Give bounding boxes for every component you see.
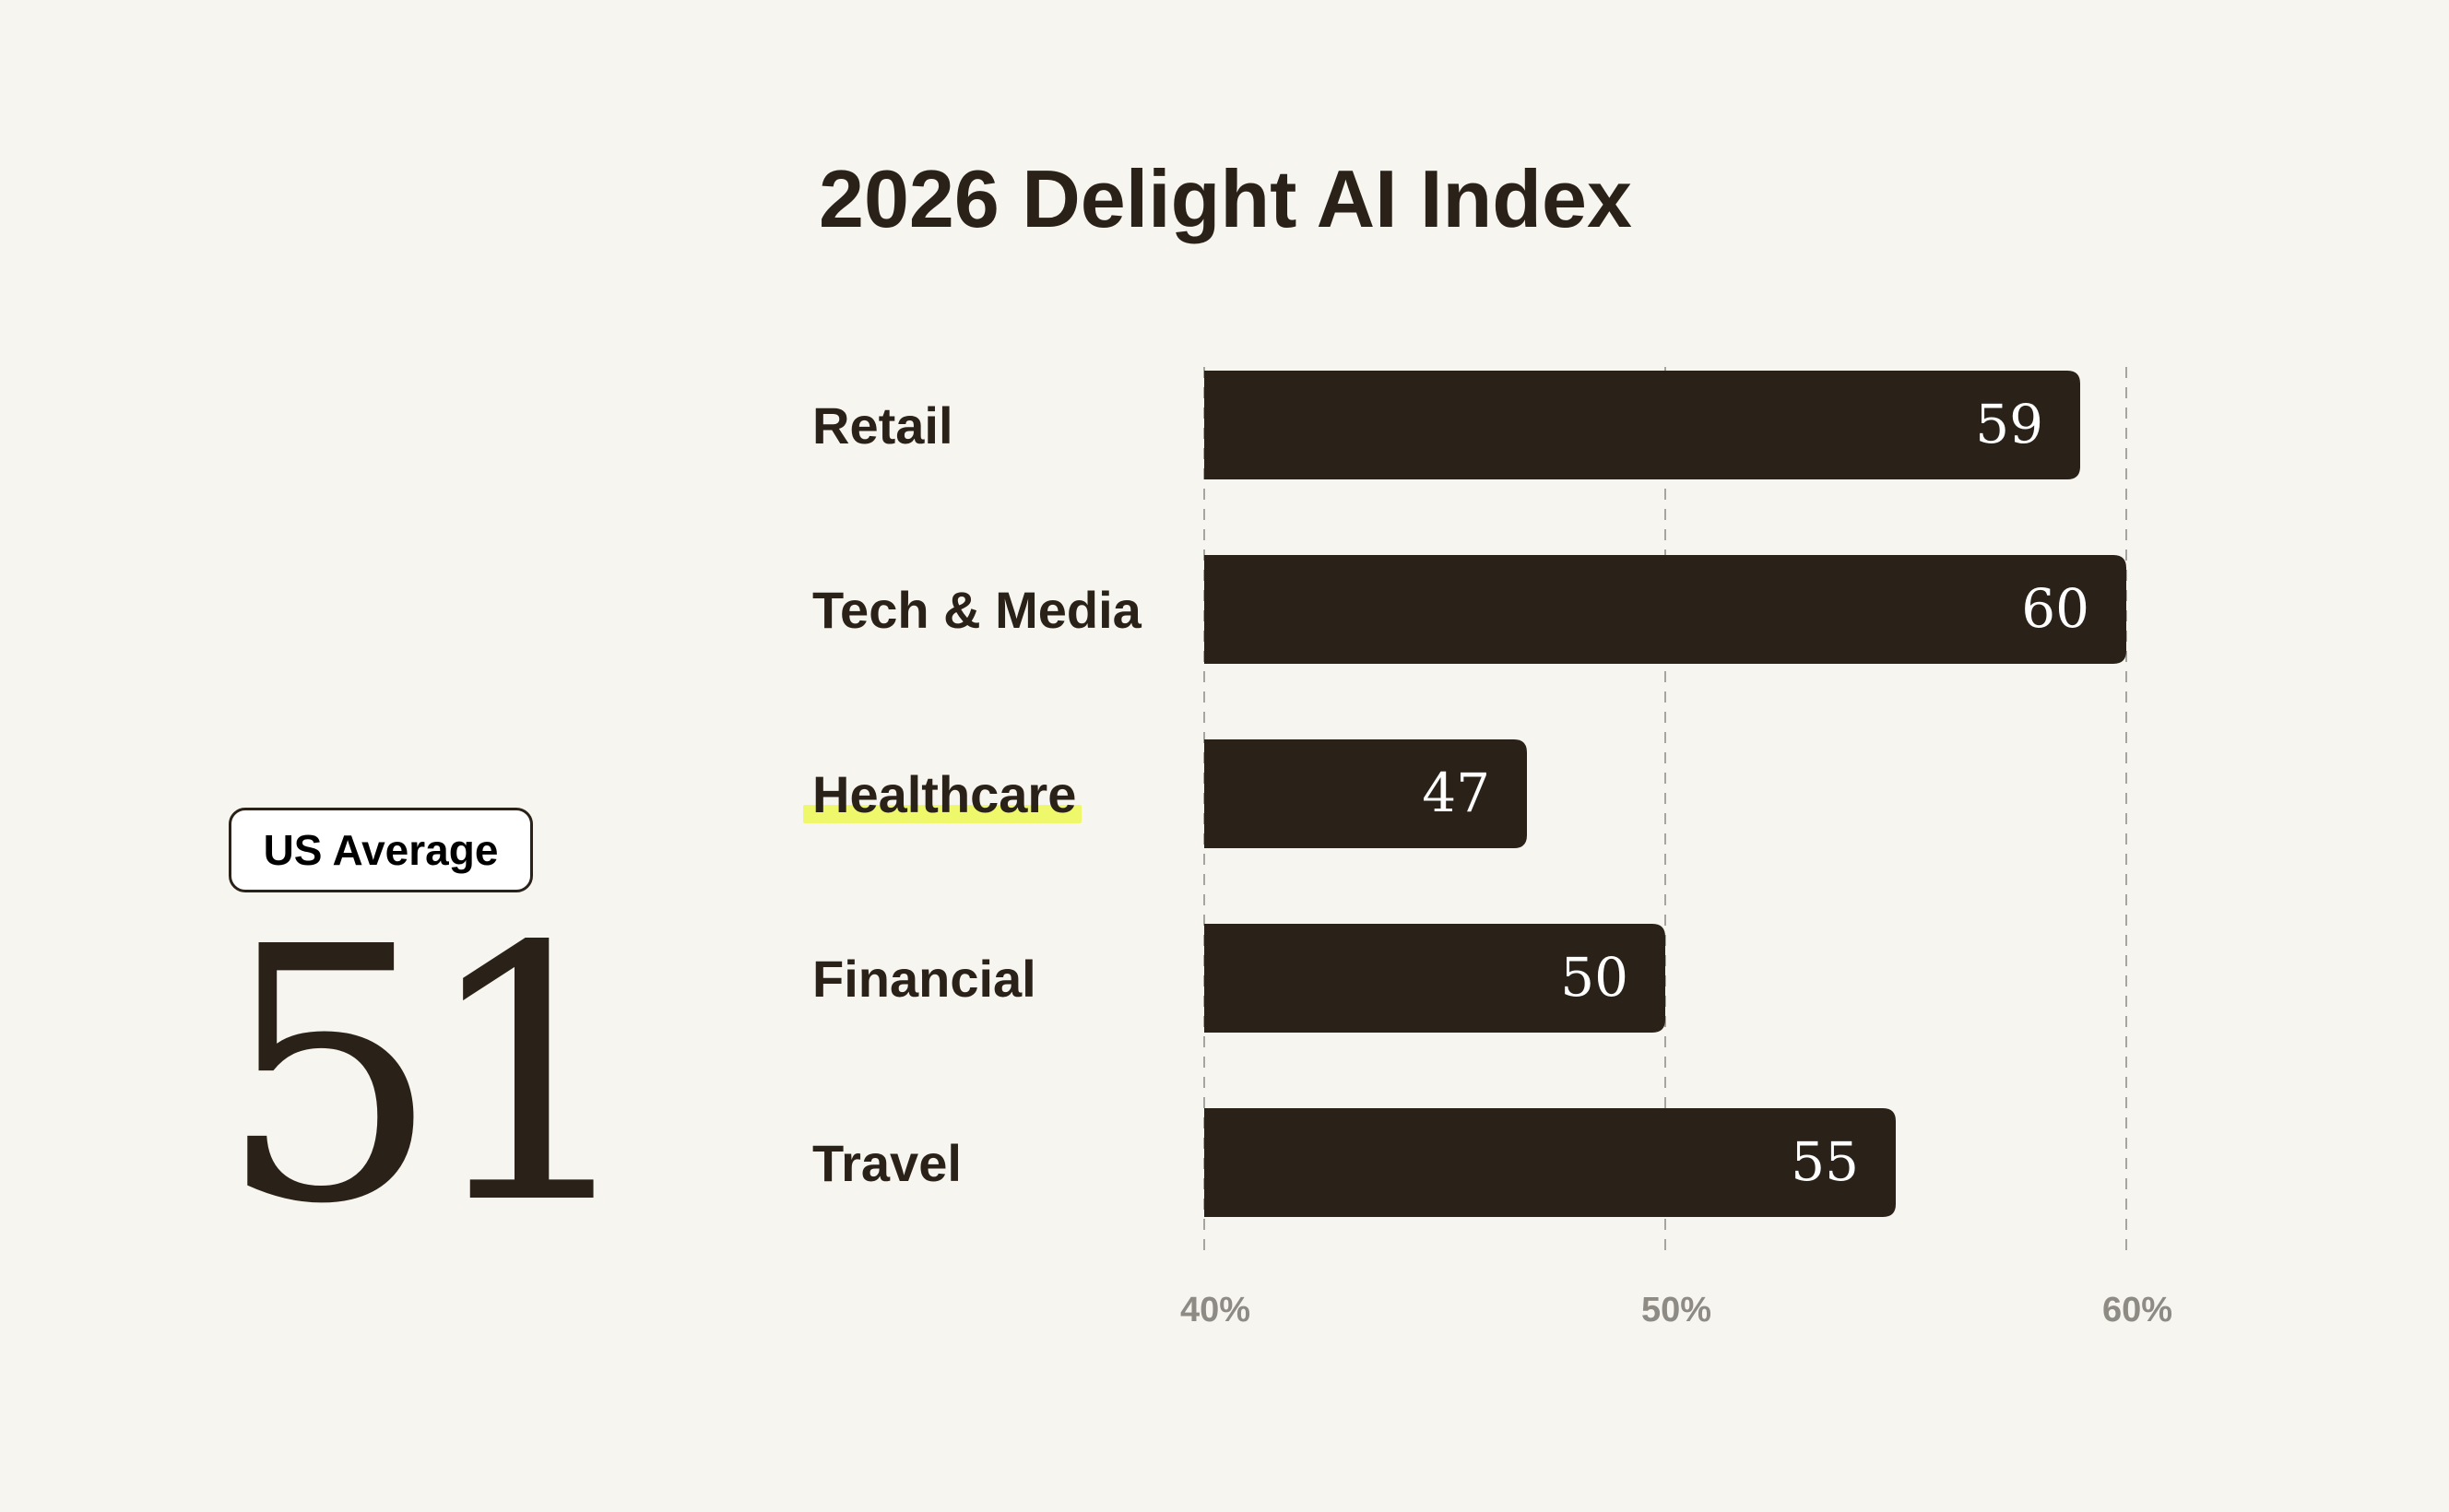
bar-row-0: Retail 59 bbox=[812, 371, 2080, 479]
x-tick-label: 40% bbox=[1180, 1291, 1250, 1329]
chart-title: 2026 Delight AI Index bbox=[819, 153, 1632, 244]
category-label: Travel bbox=[812, 1134, 962, 1192]
bar bbox=[1204, 924, 1665, 1033]
category-label: Tech & Media bbox=[812, 581, 1142, 639]
bar bbox=[1204, 739, 1527, 848]
category-label: Financial bbox=[812, 950, 1036, 1008]
bar-row-4: Travel 55 bbox=[812, 1108, 1896, 1217]
grid-lines bbox=[1203, 367, 2127, 1254]
highlight-marker bbox=[803, 805, 1082, 823]
x-axis-ticks: 40% 50% 60% bbox=[1180, 1291, 2172, 1329]
x-tick-label: 60% bbox=[2102, 1291, 2172, 1329]
bar-value-label: 50 bbox=[1560, 946, 1628, 1009]
bar-value-label: 47 bbox=[1422, 762, 1490, 824]
bar-value-label: 55 bbox=[1791, 1130, 1859, 1193]
bar-value-label: 59 bbox=[1975, 393, 2043, 455]
bar-row-3: Financial 50 bbox=[812, 924, 1665, 1033]
us-average-badge: US Average bbox=[229, 808, 533, 892]
category-label: Healthcare bbox=[812, 765, 1076, 823]
bar bbox=[1204, 555, 2126, 664]
bar-value-label: 60 bbox=[2021, 577, 2089, 640]
bar bbox=[1204, 371, 2080, 479]
x-tick-label: 50% bbox=[1641, 1291, 1711, 1329]
bar-row-1: Tech & Media 60 bbox=[812, 555, 2126, 664]
bars: Retail 59 Tech & Media 60 Healthcare 47 Financ… bbox=[803, 371, 2126, 1217]
bar-row-2: Healthcare 47 bbox=[803, 739, 1527, 848]
us-average-value: 51 bbox=[218, 872, 644, 1281]
category-label: Retail bbox=[812, 396, 953, 455]
bar bbox=[1204, 1108, 1896, 1217]
